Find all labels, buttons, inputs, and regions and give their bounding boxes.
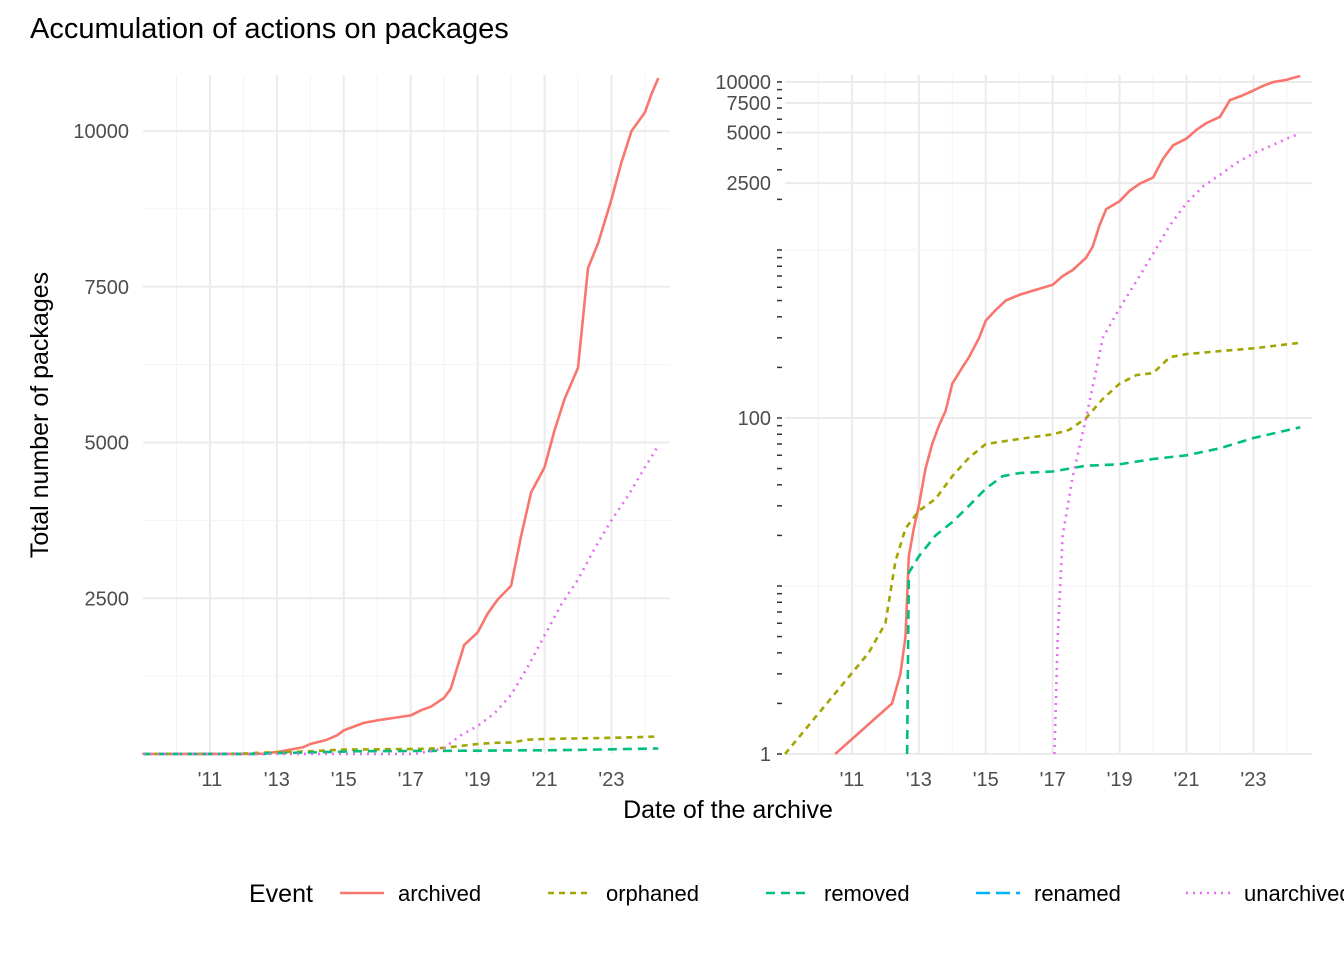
chart-title: Accumulation of actions on packages (30, 13, 509, 45)
right-gridlines (785, 75, 1312, 755)
left-x-tick-label: '23 (598, 769, 624, 791)
legend: Event archived orphaned removed renamed unar… (249, 880, 1344, 908)
left-series-archived (142, 77, 660, 756)
left-x-tick-label: '15 (331, 769, 357, 791)
left-x-tick-label: '11 (198, 769, 223, 791)
left-y-tick-label: 2500 (85, 588, 130, 610)
right-x-tick-label: '11 (840, 769, 865, 791)
left-x-tick-labels: '11 '13 '15 '17 '19 '21 '23 (198, 769, 625, 791)
left-y-tick-label: 5000 (85, 433, 130, 455)
left-series-orphaned (141, 735, 659, 756)
right-x-tick-label: '17 (1040, 769, 1066, 791)
right-y-tick-label: 5000 (727, 123, 772, 145)
x-axis-title: Date of the archive (623, 796, 833, 824)
panel-linear: 2500 5000 7500 10000 '11 '13 '15 '17 '19 '21 '23 (73, 75, 670, 791)
y-axis-title: Total number of packages (26, 272, 54, 558)
left-series-lines (141, 77, 660, 756)
left-y-tick-label: 10000 (73, 121, 129, 143)
legend-label-orphaned: orphaned (606, 881, 699, 906)
right-x-tick-label: '23 (1240, 769, 1266, 791)
right-y-tick-label: 2500 (727, 173, 772, 195)
left-series-unarchived (142, 444, 660, 756)
left-gridlines (143, 75, 670, 754)
right-x-tick-label: '15 (973, 769, 999, 791)
left-y-tick-label: 7500 (85, 277, 130, 299)
left-x-tick-label: '21 (531, 769, 557, 791)
left-y-tick-labels: 2500 5000 7500 10000 (73, 121, 129, 610)
right-y-tick-label: 100 (738, 408, 771, 430)
right-series-unarchived (1053, 132, 1301, 755)
right-x-tick-labels: '11 '13 '15 '17 '19 '21 '23 (840, 769, 1267, 791)
left-x-tick-label: '19 (465, 769, 491, 791)
right-series-removed (905, 426, 1301, 755)
legend-label-archived: archived (398, 881, 481, 906)
right-series-orphaned (783, 341, 1301, 755)
right-series-archived (834, 74, 1301, 755)
left-x-tick-label: '13 (264, 769, 290, 791)
left-x-tick-label: '17 (398, 769, 424, 791)
right-x-tick-label: '13 (906, 769, 932, 791)
right-x-tick-label: '19 (1107, 769, 1133, 791)
right-x-tick-label: '21 (1173, 769, 1199, 791)
legend-label-renamed: renamed (1034, 881, 1121, 906)
legend-label-unarchived: unarchived (1244, 881, 1344, 906)
right-y-tick-label: 1 (760, 744, 771, 766)
right-y-tick-label: 10000 (715, 72, 771, 94)
right-y-tick-label: 7500 (727, 93, 772, 115)
right-series-lines (783, 74, 1301, 755)
legend-title: Event (249, 880, 313, 908)
legend-label-removed: removed (824, 881, 910, 906)
